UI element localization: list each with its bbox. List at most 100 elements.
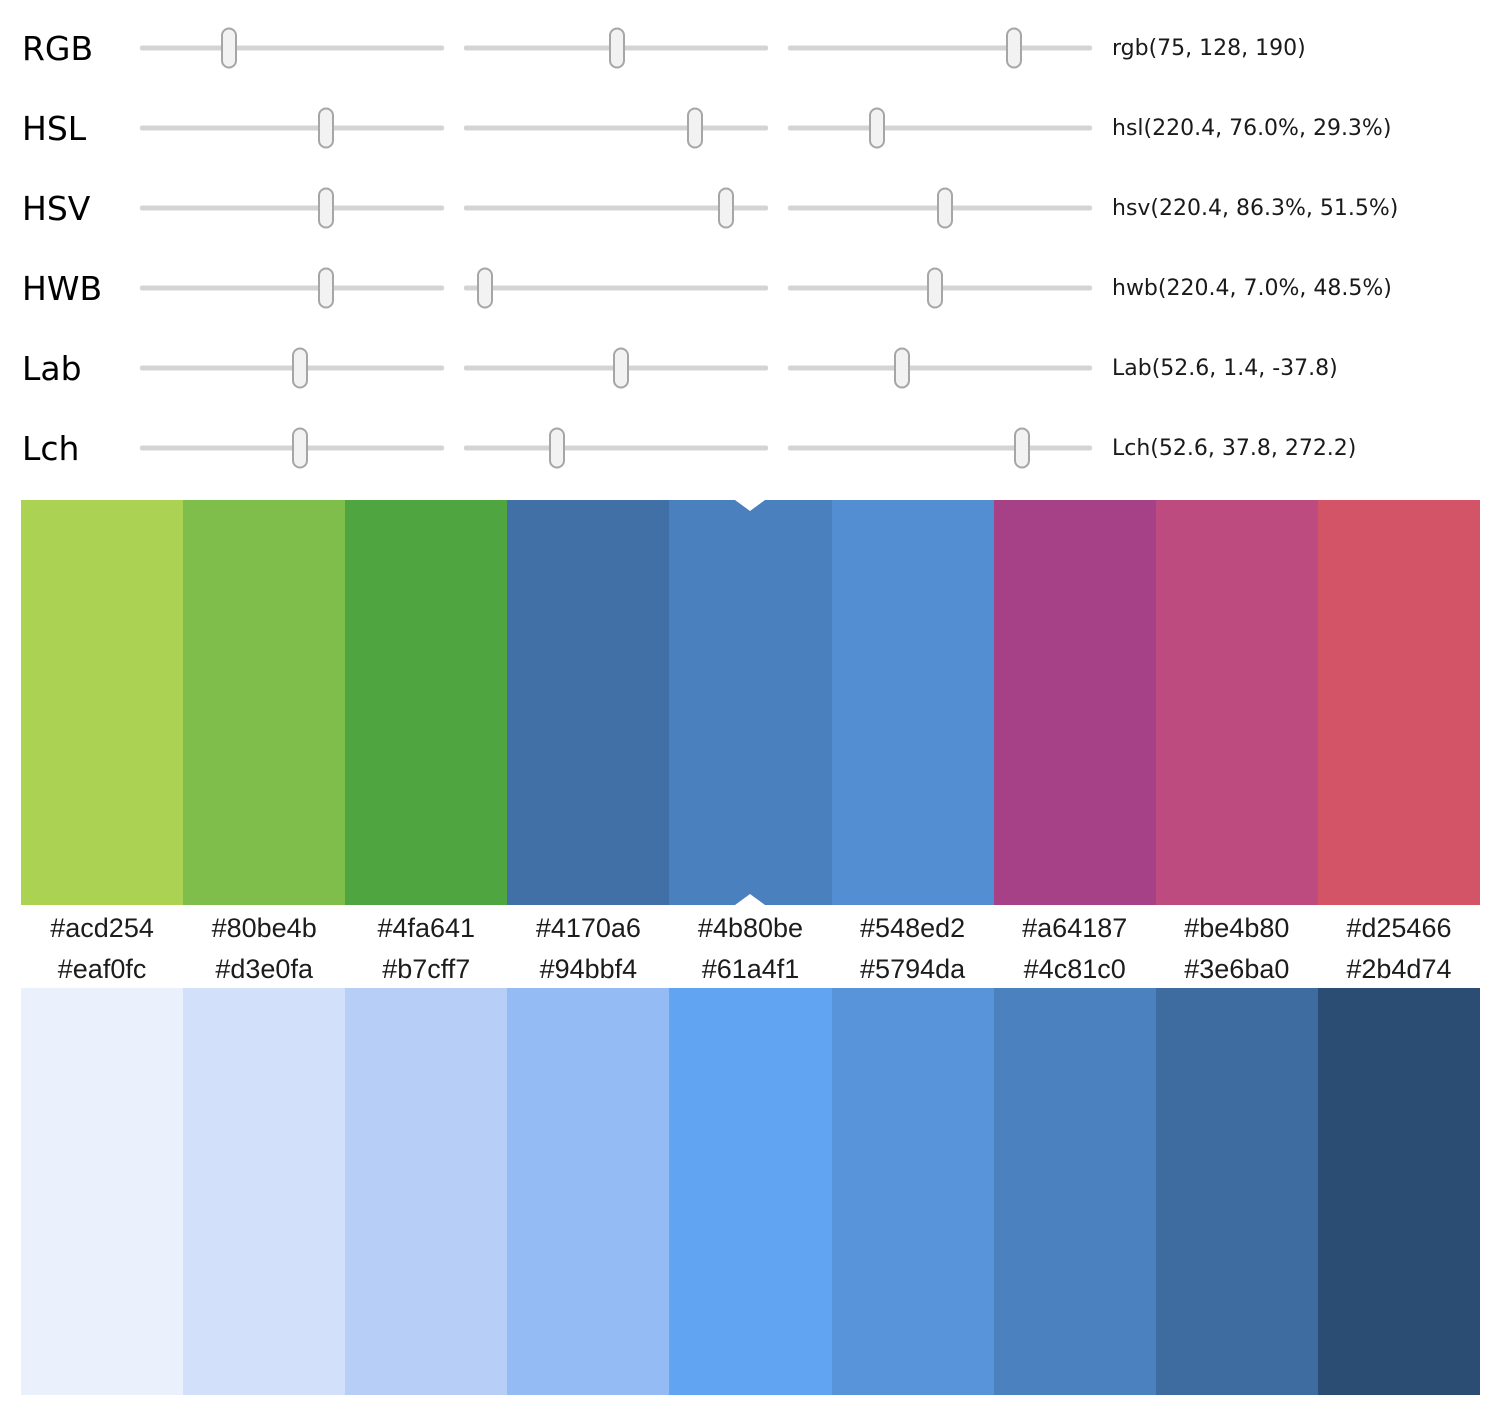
palette-swatch[interactable] bbox=[183, 988, 346, 1395]
slider-hsv-v[interactable] bbox=[788, 184, 1092, 232]
palette-swatch[interactable] bbox=[507, 500, 670, 905]
slider-track[interactable] bbox=[464, 205, 768, 211]
hex-label: #b7cff7 bbox=[382, 954, 471, 984]
slider-thumb[interactable] bbox=[927, 267, 944, 309]
slider-row-rgb: RGB rgb(75, 128, 190) bbox=[0, 8, 1501, 88]
hex-label: #eaf0fc bbox=[57, 954, 147, 984]
slider-thumb[interactable] bbox=[318, 267, 335, 309]
color-value-hwb: hwb(220.4, 7.0%, 48.5%) bbox=[1112, 275, 1392, 301]
slider-track[interactable] bbox=[788, 45, 1092, 51]
slider-thumb[interactable] bbox=[318, 107, 335, 149]
slider-hwb-b[interactable] bbox=[788, 264, 1092, 312]
slider-rgb-g[interactable] bbox=[464, 24, 768, 72]
slider-track[interactable] bbox=[140, 205, 444, 211]
color-model-label-rgb: RGB bbox=[22, 28, 94, 68]
slider-hsl-l[interactable] bbox=[788, 104, 1092, 152]
slider-lab-b[interactable] bbox=[788, 344, 1092, 392]
slider-track[interactable] bbox=[464, 125, 768, 131]
hex-label: #2b4d74 bbox=[1346, 954, 1452, 984]
slider-lab-l[interactable] bbox=[140, 344, 444, 392]
slider-thumb[interactable] bbox=[291, 427, 308, 469]
slider-thumb[interactable] bbox=[687, 107, 704, 149]
slider-rgb-b[interactable] bbox=[788, 24, 1092, 72]
slider-thumb[interactable] bbox=[291, 347, 308, 389]
slider-lch-l[interactable] bbox=[140, 424, 444, 472]
hex-labels-main: #acd254 #80be4b #4fa641 #4170a6 #4b80be … bbox=[21, 905, 1480, 951]
slider-hsv-h[interactable] bbox=[140, 184, 444, 232]
palette-swatch[interactable] bbox=[183, 500, 346, 905]
slider-thumb[interactable] bbox=[548, 427, 565, 469]
slider-thumb[interactable] bbox=[718, 187, 735, 229]
slider-thumb[interactable] bbox=[1006, 27, 1023, 69]
slider-thumb[interactable] bbox=[894, 347, 910, 389]
palette-swatch-selected[interactable] bbox=[669, 500, 832, 905]
slider-track[interactable] bbox=[464, 445, 768, 451]
palette-swatch[interactable] bbox=[669, 988, 832, 1395]
slider-hsl-s[interactable] bbox=[464, 104, 768, 152]
slider-lab-a[interactable] bbox=[464, 344, 768, 392]
slider-row-hsl: HSL hsl(220.4, 76.0%, 29.3%) bbox=[0, 88, 1501, 168]
hex-label: #4c81c0 bbox=[1023, 954, 1126, 984]
palette-strip-main bbox=[21, 500, 1480, 905]
slider-row-lab: Lab Lab(52.6, 1.4, -37.8) bbox=[0, 328, 1501, 408]
slider-thumb[interactable] bbox=[1014, 427, 1031, 469]
palette-swatch[interactable] bbox=[1155, 500, 1318, 905]
color-value-hsl: hsl(220.4, 76.0%, 29.3%) bbox=[1112, 115, 1392, 141]
palette-swatch[interactable] bbox=[993, 500, 1156, 905]
selected-marker-bottom-icon bbox=[735, 894, 766, 905]
hex-label: #3e6ba0 bbox=[1184, 954, 1290, 984]
palette-swatch[interactable] bbox=[831, 988, 994, 1395]
palette-swatch[interactable] bbox=[1317, 500, 1480, 905]
slider-track[interactable] bbox=[140, 285, 444, 291]
palette-swatch[interactable] bbox=[1317, 988, 1480, 1395]
hex-label: #548ed2 bbox=[860, 912, 966, 943]
palette-swatch[interactable] bbox=[1155, 988, 1318, 1395]
slider-track[interactable] bbox=[788, 125, 1092, 131]
slider-thumb[interactable] bbox=[608, 27, 625, 69]
slider-track[interactable] bbox=[788, 365, 1092, 371]
slider-track[interactable] bbox=[788, 445, 1092, 451]
color-model-sliders-panel: RGB rgb(75, 128, 190) HSL hsl(220.4, bbox=[0, 0, 1501, 488]
slider-thumb[interactable] bbox=[612, 347, 629, 389]
slider-row-lch: Lch Lch(52.6, 37.8, 272.2) bbox=[0, 408, 1501, 488]
slider-track[interactable] bbox=[140, 45, 444, 51]
slider-lch-c[interactable] bbox=[464, 424, 768, 472]
hex-label: #be4b80 bbox=[1184, 912, 1290, 943]
slider-rgb-r[interactable] bbox=[140, 24, 444, 72]
hex-label: #61a4f1 bbox=[701, 954, 800, 984]
palette-swatch[interactable] bbox=[993, 988, 1156, 1395]
palette-swatch[interactable] bbox=[831, 500, 994, 905]
color-model-label-hwb: HWB bbox=[22, 268, 103, 308]
slider-lch-h[interactable] bbox=[788, 424, 1092, 472]
color-value-lab: Lab(52.6, 1.4, -37.8) bbox=[1112, 355, 1338, 381]
hex-label: #80be4b bbox=[211, 912, 317, 943]
palette-strip-shades bbox=[21, 988, 1480, 1395]
palette-swatch[interactable] bbox=[507, 988, 670, 1395]
palette-swatch[interactable] bbox=[21, 500, 184, 905]
color-model-label-hsl: HSL bbox=[22, 108, 87, 148]
palette-swatch[interactable] bbox=[345, 500, 508, 905]
slider-thumb[interactable] bbox=[318, 187, 335, 229]
hex-labels-shades: #eaf0fc #d3e0fa #b7cff7 #94bbf4 #61a4f1 … bbox=[21, 951, 1480, 988]
hex-label: #5794da bbox=[860, 954, 966, 984]
hex-label: #acd254 bbox=[50, 912, 154, 943]
palette-swatch[interactable] bbox=[21, 988, 184, 1395]
slider-hsl-h[interactable] bbox=[140, 104, 444, 152]
selected-marker-top-icon bbox=[735, 500, 766, 511]
color-value-lch: Lch(52.6, 37.8, 272.2) bbox=[1112, 435, 1357, 461]
slider-thumb[interactable] bbox=[477, 267, 494, 309]
slider-thumb[interactable] bbox=[869, 107, 886, 149]
hex-label: #4b80be bbox=[697, 912, 804, 943]
color-value-hsv: hsv(220.4, 86.3%, 51.5%) bbox=[1112, 195, 1399, 221]
slider-hwb-h[interactable] bbox=[140, 264, 444, 312]
slider-hsv-s[interactable] bbox=[464, 184, 768, 232]
slider-thumb[interactable] bbox=[221, 27, 238, 69]
hex-label: #94bbf4 bbox=[539, 954, 638, 984]
palette-swatch[interactable] bbox=[345, 988, 508, 1395]
slider-track[interactable] bbox=[140, 125, 444, 131]
slider-track[interactable] bbox=[464, 285, 768, 291]
hex-label: #d3e0fa bbox=[215, 954, 313, 984]
slider-hwb-w[interactable] bbox=[464, 264, 768, 312]
slider-thumb[interactable] bbox=[936, 187, 953, 229]
hex-label: #4170a6 bbox=[535, 912, 641, 943]
